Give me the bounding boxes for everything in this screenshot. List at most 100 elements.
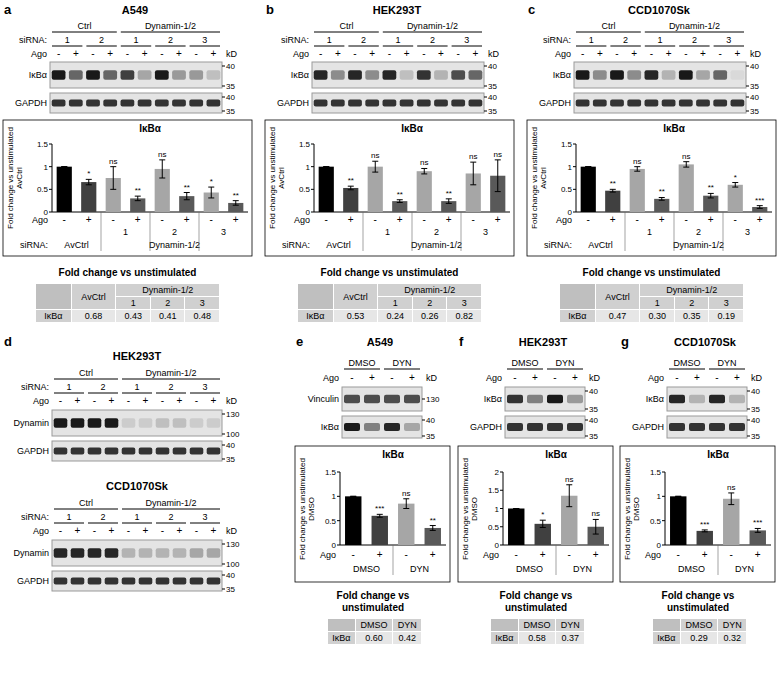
x-tick-label: +: [86, 214, 92, 225]
error-cap: [430, 525, 436, 526]
band: [207, 99, 221, 106]
x-tick-label: +: [233, 214, 239, 225]
category-label: Ago: [32, 215, 48, 225]
subgroup-label: 2: [99, 35, 104, 45]
band: [314, 99, 328, 106]
table-row: IκBα0.580.37: [491, 632, 585, 645]
error-bar: [513, 508, 519, 509]
band: [507, 395, 523, 404]
figure-canvas: aA549Ctrl12Dynamin-1/2123siRNA:Ago-+-+-+…: [0, 0, 778, 677]
lane-sign: -: [161, 525, 164, 536]
y-tick-label: 1: [495, 505, 500, 514]
table-value: 0.19: [709, 310, 744, 323]
band: [71, 548, 85, 557]
band: [105, 548, 119, 557]
group-underline: [344, 369, 380, 370]
y-tick-label: 1.5: [37, 140, 49, 149]
error-bar: [323, 166, 329, 167]
band: [156, 548, 170, 557]
band: [156, 418, 170, 427]
table-row: AvCtrlDynamin-1/2: [560, 284, 744, 297]
error-cap: [634, 171, 640, 172]
lane-sign: -: [93, 395, 96, 406]
bar: [417, 171, 432, 212]
subgroup-label: 2: [168, 512, 173, 522]
error-line: [637, 167, 638, 172]
table-value: 0.26: [412, 310, 447, 323]
subgroup-label: 1: [657, 35, 662, 45]
kd-tick: [222, 589, 225, 590]
figure: aA549Ctrl12Dynamin-1/2123siRNA:Ago-+-+-+…: [0, 0, 778, 677]
kd-label: 35: [226, 107, 235, 116]
kd-tick: [585, 409, 588, 410]
kd-tick: [222, 86, 225, 87]
kd-label: 130: [426, 395, 440, 404]
band: [207, 418, 221, 427]
error-bar: [659, 197, 665, 200]
band: [54, 548, 68, 557]
plot-area: [581, 162, 768, 212]
kd-tick: [484, 111, 487, 112]
category-label: Ago: [556, 215, 572, 225]
group-label: Ctrl: [79, 368, 93, 378]
subgroup-label: 1: [66, 512, 71, 522]
kd-unit: kD: [226, 49, 238, 59]
lane-sign: -: [719, 48, 722, 59]
kd-label: 40: [488, 93, 497, 102]
kd-label: 35: [226, 585, 235, 594]
band: [54, 418, 68, 427]
y-tick-label: 0.5: [325, 517, 337, 526]
group-label: DMSO: [674, 358, 701, 368]
significance: **: [659, 187, 665, 196]
group-label: Dynamin-1/2: [145, 368, 196, 378]
group-label: Ctrl: [79, 498, 93, 508]
kd-tick: [585, 420, 588, 421]
band: [122, 577, 136, 584]
y-tick: [337, 496, 340, 497]
table-row: AvCtrlDynamin-1/2: [36, 284, 220, 297]
y-axis-label: Fold change vs unstimulated AvCtrl: [530, 123, 548, 233]
band: [155, 99, 169, 106]
table-title: Fold change vs unstimulated: [652, 590, 744, 614]
error-cap: [610, 192, 616, 193]
subgroup-label: 2: [168, 35, 173, 45]
band: [103, 70, 117, 79]
panel-title: HEK293T: [519, 336, 568, 348]
subgroup-underline: [52, 46, 82, 47]
kd-tick: [422, 436, 425, 437]
x-tick-label: -: [636, 214, 639, 225]
kd-tick: [484, 97, 487, 98]
error-cap: [593, 519, 599, 520]
y-tick: [49, 144, 52, 145]
blot-label: IκBα: [321, 422, 339, 432]
table-value: 0.41: [150, 310, 185, 323]
subgroup-underline: [348, 46, 378, 47]
significance: ***: [375, 504, 384, 513]
lane-sign: +: [734, 48, 740, 59]
lane-sign: +: [210, 48, 216, 59]
error-bar: [470, 162, 476, 185]
band: [348, 99, 362, 106]
table-title: Fold change vs unstimulated: [327, 590, 419, 614]
error-cap: [513, 508, 519, 509]
blot-label: GAPDH: [539, 98, 571, 108]
significance: **: [348, 176, 354, 185]
error-cap: [593, 534, 599, 535]
significance: ns: [682, 152, 690, 161]
y-tick-label: 1.5: [299, 140, 311, 149]
significance: ns: [469, 152, 477, 161]
band: [207, 447, 221, 454]
group-label: DYN: [717, 358, 736, 368]
error-cap: [350, 496, 356, 497]
kd-label: 35: [488, 82, 497, 91]
table-value: 0.32: [718, 632, 747, 645]
error-cap: [61, 166, 67, 167]
error-bar: [61, 166, 67, 167]
band: [713, 99, 727, 106]
subgroup-label: 2: [692, 35, 697, 45]
chart-frame: [527, 120, 776, 256]
lane-label: Ago: [31, 49, 47, 59]
error-line: [424, 168, 425, 173]
error-cap: [86, 184, 92, 185]
x-tick-label: +: [446, 214, 452, 225]
